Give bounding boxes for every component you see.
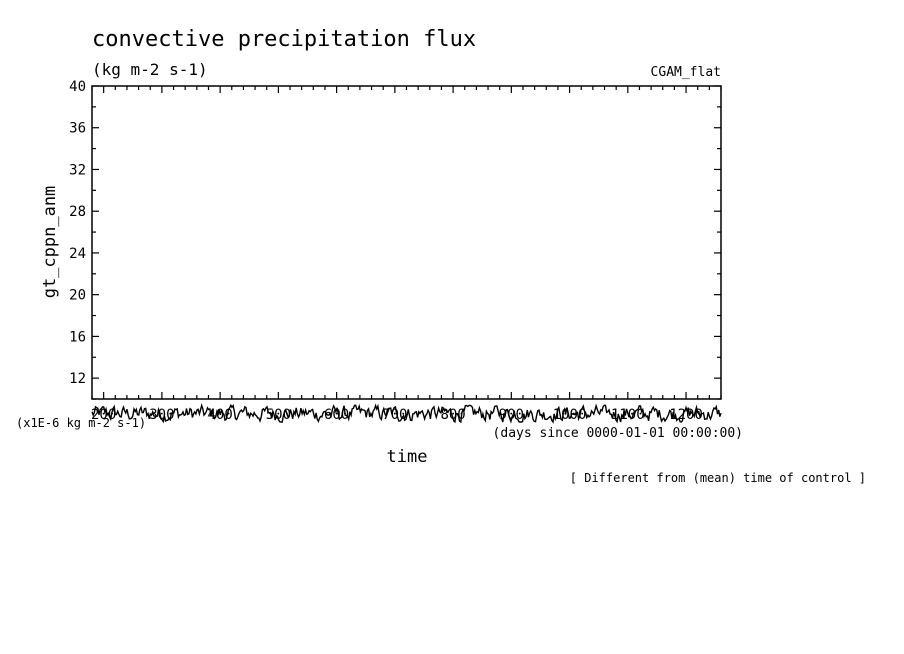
series-line (91, 403, 722, 424)
y-tick-label: 40 (69, 79, 86, 95)
run-label: CGAM_flat (651, 65, 721, 80)
chart-units: (kg m-2 s-1) (92, 60, 208, 79)
y-tick-label: 36 (69, 121, 86, 137)
x-axis: 200 300 400 500 600 700 800 900 1000 1100 1200 (91, 86, 722, 423)
y-tick-label: 28 (69, 204, 86, 220)
plot-frame (91, 85, 722, 400)
y-tick-label: 12 (69, 371, 86, 387)
overlay-note: [ Different from (mean) time of control … (570, 471, 866, 485)
y-tick-label: 24 (69, 246, 86, 262)
y-tick-label: 16 (69, 329, 86, 345)
y-scale-note: (x1E-6 kg m-2 s-1) (16, 416, 146, 430)
y-axis: 12 16 20 24 28 32 36 40 (69, 79, 721, 400)
x-axis-label: time (387, 447, 428, 467)
y-tick-label: 32 (69, 162, 86, 178)
x-units-label: (days since 0000-01-01 00:00:00) (493, 426, 743, 441)
chart-title: convective precipitation flux (92, 27, 476, 52)
y-tick-label: 20 (69, 288, 86, 304)
y-axis-label: gt_cppn_anm (40, 186, 60, 299)
